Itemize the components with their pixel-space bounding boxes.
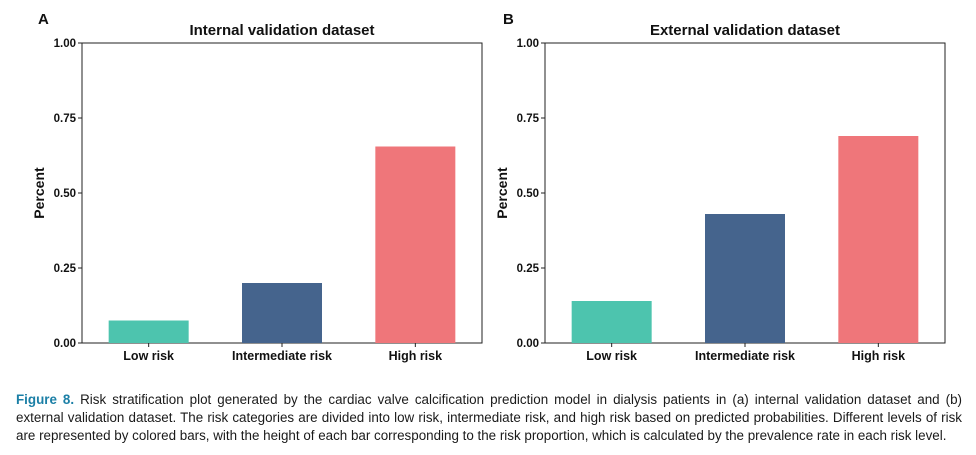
panel-a-bar-high-risk: [375, 146, 456, 343]
panel-a-label: A: [38, 11, 49, 28]
panel-b-ytick-label: 0.75: [517, 113, 540, 125]
chart-panel-a: A Internal validation dataset 0.00 0.25 0.50…: [31, 11, 483, 363]
panel-a-ytick-label: 0.50: [54, 188, 76, 200]
panel-b-ytick-label: 0.50: [517, 188, 539, 200]
panel-b-bar-low-risk: [571, 301, 652, 343]
panel-b-bar-intermediate-risk: [705, 214, 785, 343]
figure-caption: Figure 8. Risk stratification plot gener…: [16, 391, 962, 444]
figure: A Internal validation dataset 0.00 0.25 0.50…: [31, 11, 946, 363]
panel-a-bar-low-risk: [108, 320, 189, 343]
panel-b-xtick-label: High risk: [852, 349, 906, 363]
panel-a-xtick-label: Low risk: [123, 349, 174, 363]
caption-text: Risk stratification plot generated by th…: [16, 392, 962, 443]
panel-b-ylabel: Percent: [494, 167, 510, 219]
panel-b-xtick-label: Low risk: [586, 349, 637, 363]
panel-a-xtick-label: High risk: [389, 349, 443, 363]
figure-label: Figure 8.: [16, 392, 75, 408]
panel-a-ytick-label: 1.00: [54, 38, 76, 50]
panel-b-bar-high-risk: [838, 136, 919, 343]
panel-a-bar-intermediate-risk: [242, 283, 322, 343]
panel-a-ylabel: Percent: [31, 167, 47, 219]
panel-b-ytick-label: 0.00: [517, 338, 539, 350]
panel-a-ytick-label: 0.75: [54, 113, 77, 125]
panel-b-ytick-label: 0.25: [517, 263, 540, 275]
chart-panel-b: B External validation dataset 0.00 0.25 0.50…: [494, 11, 946, 363]
panel-a-title: Internal validation dataset: [189, 22, 374, 39]
panel-a-ytick-label: 0.00: [54, 338, 76, 350]
panel-b-label: B: [503, 11, 514, 28]
panel-b-xtick-label: Intermediate risk: [695, 349, 795, 363]
panel-a-xtick-label: Intermediate risk: [232, 349, 332, 363]
panel-b-title: External validation dataset: [650, 22, 840, 39]
panel-a-ytick-label: 0.25: [54, 263, 77, 275]
panel-b-ytick-label: 1.00: [517, 38, 539, 50]
